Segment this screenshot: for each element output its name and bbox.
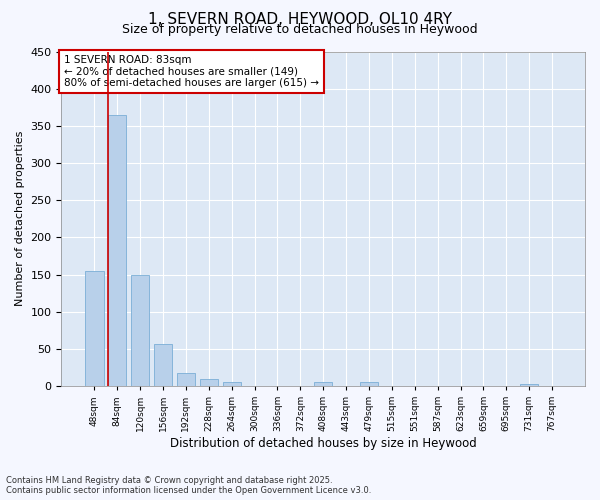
Bar	[200, 378, 218, 386]
Bar	[85, 271, 104, 386]
Text: 1 SEVERN ROAD: 83sqm
← 20% of detached houses are smaller (149)
80% of semi-deta: 1 SEVERN ROAD: 83sqm ← 20% of detached h…	[64, 55, 319, 88]
Bar	[520, 384, 538, 386]
Bar	[314, 382, 332, 386]
Text: Size of property relative to detached houses in Heywood: Size of property relative to detached ho…	[122, 22, 478, 36]
Bar	[177, 372, 195, 386]
Text: Contains HM Land Registry data © Crown copyright and database right 2025.
Contai: Contains HM Land Registry data © Crown c…	[6, 476, 371, 495]
Bar	[154, 344, 172, 386]
Bar	[108, 114, 127, 386]
Bar	[223, 382, 241, 386]
Text: 1, SEVERN ROAD, HEYWOOD, OL10 4RY: 1, SEVERN ROAD, HEYWOOD, OL10 4RY	[148, 12, 452, 28]
Y-axis label: Number of detached properties: Number of detached properties	[15, 131, 25, 306]
Bar	[360, 382, 378, 386]
X-axis label: Distribution of detached houses by size in Heywood: Distribution of detached houses by size …	[170, 437, 476, 450]
Bar	[131, 274, 149, 386]
